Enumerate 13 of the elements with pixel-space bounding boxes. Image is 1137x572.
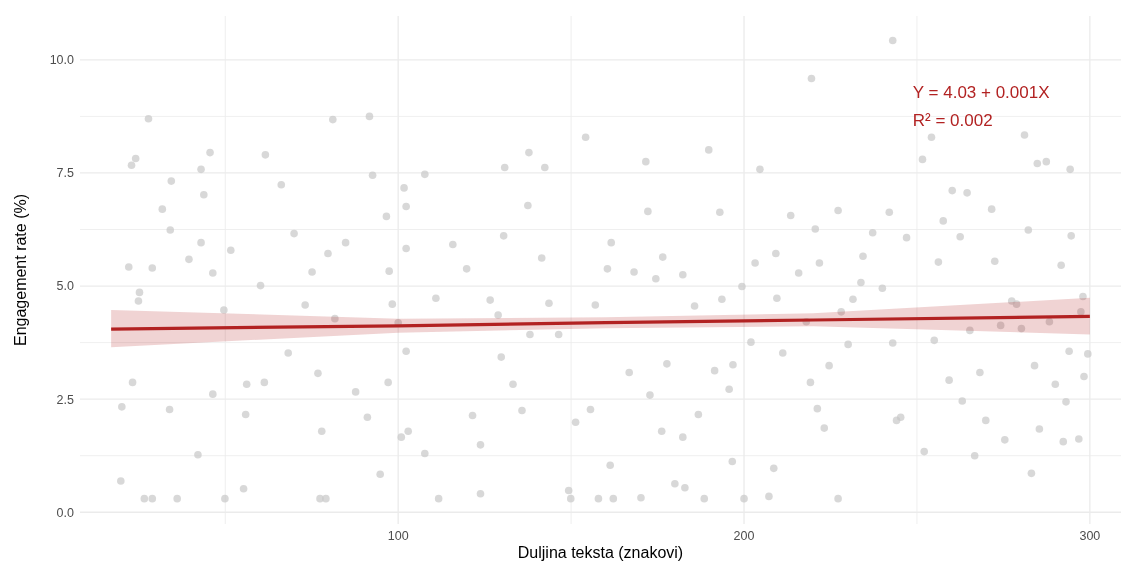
x-tick-label: 300 <box>1079 529 1101 543</box>
annotation: R² = 0.002 <box>912 111 993 130</box>
x-axis-title: Duljina teksta (znakovi) <box>517 544 684 561</box>
x-tick-label: 200 <box>733 529 755 543</box>
y-tick-label: 0.0 <box>56 505 75 520</box>
line-series <box>109 314 1092 331</box>
y-tick-label: 10.0 <box>49 53 75 68</box>
annotation: Y = 4.03 + 0.001X <box>912 83 1050 102</box>
y-tick-label: 5.0 <box>56 279 75 294</box>
x-tick-label: 100 <box>387 529 409 543</box>
y-axis-title: Engagement rate (%) <box>12 193 29 347</box>
y-tick-label: 2.5 <box>56 392 75 407</box>
y-tick-label: 7.5 <box>56 166 75 181</box>
